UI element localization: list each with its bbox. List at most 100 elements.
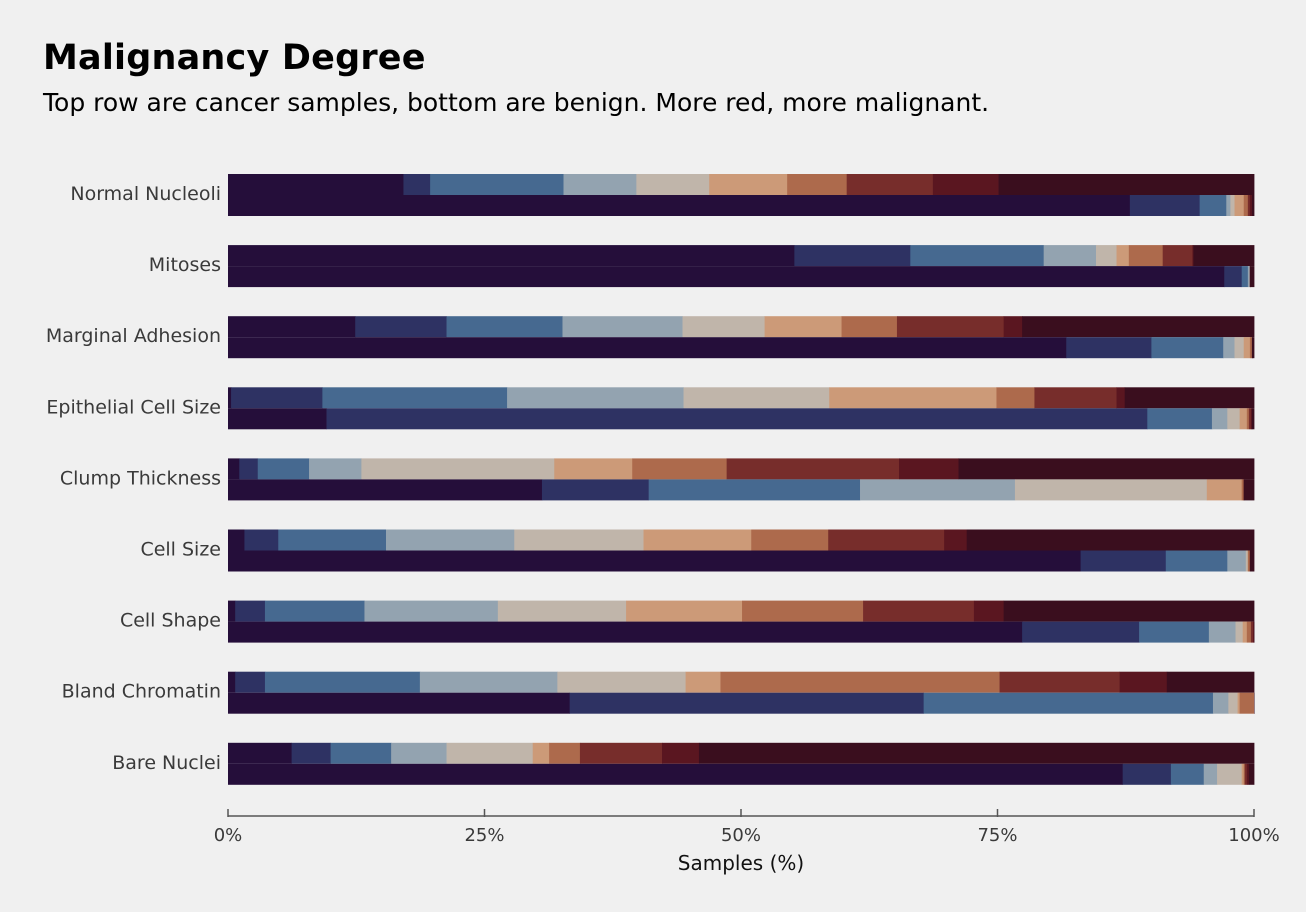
x-tick-label: 0% bbox=[214, 825, 243, 846]
bar-segment-bare-nuclei-benign-10 bbox=[1248, 763, 1255, 785]
bar-segment-bland-chromatin-cancer-2 bbox=[235, 671, 266, 693]
bar-segment-bare-nuclei-benign-2 bbox=[1122, 763, 1172, 785]
category-label-marginal-adhesion: Marginal Adhesion bbox=[46, 325, 221, 347]
bar-segment-mitoses-cancer-8 bbox=[1162, 245, 1193, 267]
bar-segment-cell-shape-cancer-9 bbox=[973, 600, 1005, 622]
x-tick-label: 25% bbox=[464, 825, 504, 846]
bar-segment-marginal-adhesion-benign-7 bbox=[1249, 337, 1253, 359]
bar-segment-marginal-adhesion-cancer-9 bbox=[1003, 316, 1023, 338]
bar-segment-bland-chromatin-benign-5 bbox=[1228, 692, 1238, 714]
bar-segment-mitoses-cancer-1 bbox=[228, 245, 795, 267]
bar-segment-cell-shape-cancer-5 bbox=[497, 600, 627, 622]
bar-segment-clump-thickness-benign-4 bbox=[860, 479, 1016, 501]
bar-segment-mitoses-benign-10 bbox=[1249, 266, 1255, 288]
bar-segment-cell-shape-cancer-10 bbox=[1003, 600, 1255, 622]
bar-segment-cell-shape-cancer-7 bbox=[742, 600, 864, 622]
bar-segment-clump-thickness-cancer-9 bbox=[899, 458, 959, 480]
bar-segment-cell-size-benign-3 bbox=[1165, 550, 1228, 572]
bar-segment-epithelial-cell-size-benign-3 bbox=[1147, 408, 1213, 430]
bar-segment-marginal-adhesion-benign-2 bbox=[1066, 337, 1152, 359]
bar-segment-cell-size-cancer-9 bbox=[944, 529, 968, 551]
bar-segment-cell-size-cancer-6 bbox=[643, 529, 752, 551]
bar-segment-mitoses-benign-3 bbox=[1241, 266, 1249, 288]
bar-segment-bland-chromatin-cancer-10 bbox=[1166, 671, 1255, 693]
bar-segment-epithelial-cell-size-benign-2 bbox=[326, 408, 1148, 430]
bar-segment-cell-size-cancer-10 bbox=[966, 529, 1255, 551]
bar-segment-cell-shape-benign-8 bbox=[1250, 621, 1254, 643]
bar-segment-normal-nucleoli-cancer-8 bbox=[846, 174, 934, 195]
bar-segment-cell-shape-cancer-8 bbox=[863, 600, 975, 622]
category-label-mitoses: Mitoses bbox=[149, 254, 221, 276]
bar-segment-cell-size-benign-5 bbox=[1245, 550, 1249, 572]
bar-segment-normal-nucleoli-cancer-10 bbox=[998, 174, 1255, 195]
bar-segment-bland-chromatin-cancer-6 bbox=[685, 671, 721, 693]
bar-segment-mitoses-cancer-4 bbox=[1043, 245, 1097, 267]
bar-segment-clump-thickness-cancer-4 bbox=[309, 458, 362, 480]
bar-segment-marginal-adhesion-cancer-1 bbox=[228, 316, 356, 338]
bar-segment-bare-nuclei-benign-4 bbox=[1203, 763, 1218, 785]
bar-segment-bare-nuclei-benign-7 bbox=[1243, 763, 1246, 785]
bar-segment-bare-nuclei-cancer-10 bbox=[698, 742, 1255, 764]
bar-segment-clump-thickness-cancer-10 bbox=[958, 458, 1255, 480]
bar-segment-epithelial-cell-size-benign-1 bbox=[228, 408, 327, 430]
bar-segment-cell-size-benign-2 bbox=[1080, 550, 1167, 572]
category-label-clump-thickness: Clump Thickness bbox=[60, 467, 221, 489]
bar-segment-marginal-adhesion-benign-4 bbox=[1223, 337, 1235, 359]
bar-segment-marginal-adhesion-cancer-4 bbox=[562, 316, 683, 338]
bar-segment-epithelial-cell-size-cancer-6 bbox=[829, 387, 997, 409]
bar-segment-normal-nucleoli-cancer-7 bbox=[787, 174, 848, 195]
bar-segment-epithelial-cell-size-benign-4 bbox=[1211, 408, 1228, 430]
bar-segment-bare-nuclei-benign-1 bbox=[228, 763, 1124, 785]
bar-segment-normal-nucleoli-cancer-2 bbox=[403, 174, 431, 195]
bar-segment-cell-size-benign-10 bbox=[1249, 550, 1255, 572]
bar-segment-normal-nucleoli-benign-3 bbox=[1199, 195, 1227, 216]
bar-segment-epithelial-cell-size-benign-9 bbox=[1250, 408, 1253, 430]
bar-segment-bland-chromatin-cancer-1 bbox=[228, 671, 236, 693]
bar-segment-mitoses-benign-1 bbox=[228, 266, 1225, 288]
x-axis-label: Samples (%) bbox=[678, 851, 804, 875]
bar-segment-cell-size-cancer-1 bbox=[228, 529, 245, 551]
bar-segment-bland-chromatin-cancer-9 bbox=[1119, 671, 1168, 693]
chart-subtitle: Top row are cancer samples, bottom are b… bbox=[43, 88, 990, 117]
bar-segment-normal-nucleoli-benign-10 bbox=[1251, 195, 1255, 216]
bar-segment-clump-thickness-cancer-3 bbox=[257, 458, 310, 480]
bar-segment-normal-nucleoli-cancer-9 bbox=[932, 174, 999, 195]
bar-segment-bland-chromatin-benign-7 bbox=[1239, 692, 1255, 714]
category-label-bare-nuclei: Bare Nuclei bbox=[112, 752, 221, 774]
bar-segment-cell-shape-benign-4 bbox=[1208, 621, 1236, 643]
bar-segment-bare-nuclei-cancer-5 bbox=[446, 742, 534, 764]
bar-segment-bare-nuclei-cancer-4 bbox=[391, 742, 447, 764]
bar-segment-marginal-adhesion-benign-5 bbox=[1234, 337, 1245, 359]
bar-segment-clump-thickness-benign-7 bbox=[1241, 479, 1245, 501]
bar-segment-bare-nuclei-benign-6 bbox=[1241, 763, 1245, 785]
bar-segment-clump-thickness-cancer-7 bbox=[632, 458, 728, 480]
category-label-normal-nucleoli: Normal Nucleoli bbox=[70, 183, 221, 205]
bar-segment-bland-chromatin-benign-4 bbox=[1212, 692, 1229, 714]
bar-segment-bland-chromatin-cancer-8 bbox=[999, 671, 1120, 693]
bar-segment-clump-thickness-benign-5 bbox=[1014, 479, 1208, 501]
bar-segment-mitoses-cancer-10 bbox=[1193, 245, 1255, 267]
bar-segment-marginal-adhesion-cancer-8 bbox=[896, 316, 1005, 338]
bar-segment-bland-chromatin-benign-1 bbox=[228, 692, 571, 714]
bar-segment-cell-size-benign-1 bbox=[228, 550, 1082, 572]
bar-segment-clump-thickness-benign-1 bbox=[228, 479, 543, 501]
bar-segment-marginal-adhesion-benign-6 bbox=[1243, 337, 1251, 359]
bar-segment-cell-size-benign-7 bbox=[1247, 550, 1251, 572]
bar-segment-clump-thickness-cancer-1 bbox=[228, 458, 240, 480]
bar-segment-normal-nucleoli-benign-9 bbox=[1249, 195, 1253, 216]
bar-segment-cell-shape-benign-1 bbox=[228, 621, 1023, 643]
bar-segment-bare-nuclei-cancer-3 bbox=[330, 742, 392, 764]
bar-segment-normal-nucleoli-cancer-1 bbox=[228, 174, 404, 195]
bar-segment-cell-shape-benign-9 bbox=[1252, 621, 1255, 643]
bar-segment-marginal-adhesion-cancer-2 bbox=[355, 316, 447, 338]
bar-segment-mitoses-cancer-6 bbox=[1116, 245, 1130, 267]
bar-segment-epithelial-cell-size-cancer-9 bbox=[1116, 387, 1126, 409]
bar-segment-cell-size-cancer-7 bbox=[751, 529, 829, 551]
bar-segment-clump-thickness-benign-2 bbox=[541, 479, 650, 501]
bar-segment-cell-shape-cancer-3 bbox=[264, 600, 365, 622]
bar-segment-epithelial-cell-size-cancer-3 bbox=[322, 387, 508, 409]
x-tick-label: 100% bbox=[1228, 825, 1279, 846]
bar-segment-cell-shape-cancer-1 bbox=[228, 600, 236, 622]
bar-segment-cell-shape-benign-2 bbox=[1022, 621, 1140, 643]
